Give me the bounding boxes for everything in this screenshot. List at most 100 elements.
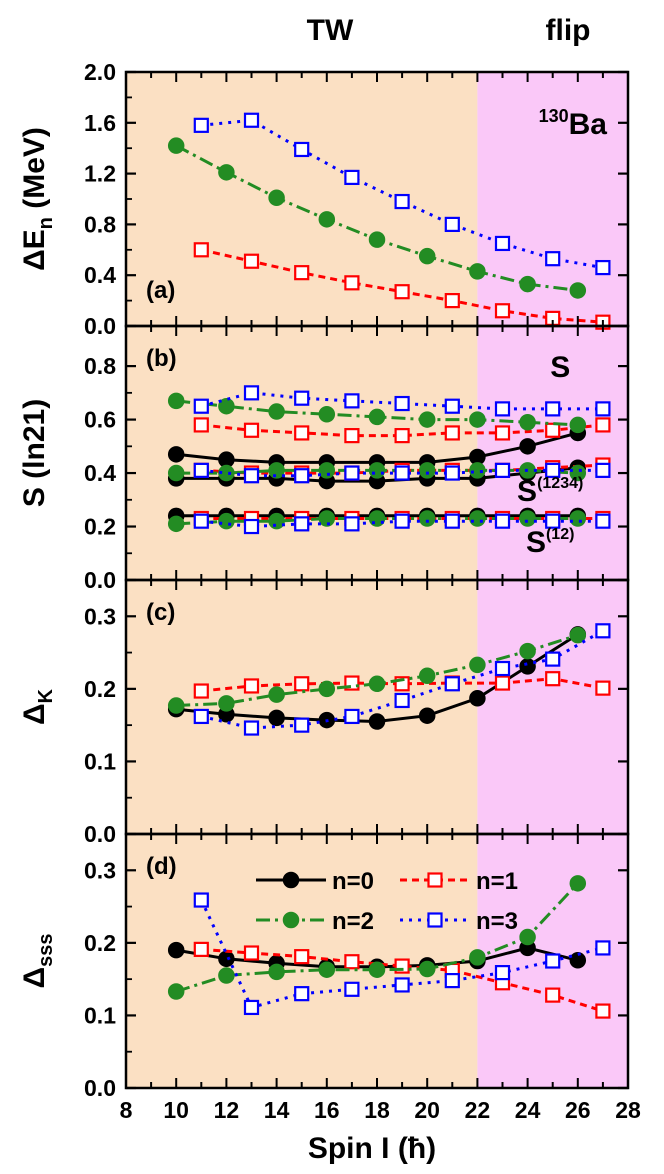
y-tick-label-c: 0.0 bbox=[84, 821, 116, 847]
data-point-d-n2 bbox=[418, 960, 436, 978]
panel-label-d: (d) bbox=[146, 853, 177, 880]
data-point-c-n3 bbox=[344, 708, 360, 725]
y-tick-label-a: 0.8 bbox=[84, 211, 116, 237]
x-tick-label: 18 bbox=[364, 1097, 390, 1123]
y-tick-label-a: 0.0 bbox=[84, 313, 116, 339]
data-point-d-n1 bbox=[294, 949, 310, 965]
data-point-a-n3 bbox=[595, 259, 611, 276]
data-point-b-n3 bbox=[243, 385, 260, 401]
y-tick-label-a: 1.2 bbox=[84, 161, 116, 187]
data-point-b-n3 bbox=[545, 401, 561, 417]
data-point-d-n0 bbox=[167, 941, 185, 959]
data-point-b-n3 bbox=[394, 395, 410, 412]
data-point-a-n3 bbox=[243, 112, 260, 128]
data-point-b-n2 bbox=[167, 515, 185, 533]
data-point-b-n1 bbox=[494, 425, 511, 441]
legend-label-n1: n=1 bbox=[476, 868, 518, 895]
region-tw-b bbox=[126, 326, 478, 580]
legend-marker-n1 bbox=[427, 872, 443, 888]
data-point-b-n1 bbox=[243, 422, 260, 438]
x-tick-label: 10 bbox=[163, 1097, 189, 1123]
x-axis-label: Spin I (ħ) bbox=[308, 1132, 436, 1165]
data-point-b-n3 bbox=[545, 462, 561, 478]
x-tick-label: 24 bbox=[515, 1097, 541, 1123]
data-point-b-n1 bbox=[193, 417, 209, 433]
data-point-b-n3 bbox=[444, 465, 460, 481]
data-point-d-n1 bbox=[545, 987, 561, 1003]
data-point-a-n2 bbox=[469, 263, 486, 280]
data-point-c-n0 bbox=[368, 713, 386, 730]
data-point-b-n1 bbox=[294, 425, 310, 441]
panel-label-b: (b) bbox=[146, 345, 177, 372]
data-point-c-n2 bbox=[368, 675, 386, 693]
data-point-d-n0 bbox=[569, 952, 587, 969]
data-point-d-n1 bbox=[344, 954, 360, 970]
region-tw-a bbox=[126, 72, 478, 326]
data-point-c-n3 bbox=[494, 660, 511, 677]
data-point-b-n3 bbox=[294, 516, 310, 532]
x-tick-label: 20 bbox=[414, 1097, 440, 1123]
data-point-b-n2 bbox=[318, 510, 336, 527]
data-point-c-n2 bbox=[318, 680, 336, 698]
legend-marker-n3 bbox=[427, 912, 443, 928]
data-point-a-n2 bbox=[519, 275, 536, 293]
data-point-a-n2 bbox=[418, 247, 436, 265]
data-point-a-n1 bbox=[444, 293, 460, 309]
y-tick-label-a: 2.0 bbox=[84, 59, 116, 85]
data-point-b-n2 bbox=[167, 392, 185, 410]
data-point-b-n2 bbox=[268, 403, 285, 420]
data-point-b-n2 bbox=[418, 510, 436, 527]
data-point-b-n2 bbox=[569, 416, 587, 434]
data-point-b-n3 bbox=[344, 516, 360, 532]
annotation-b: S bbox=[550, 351, 570, 384]
data-point-b-n2 bbox=[167, 464, 185, 482]
data-point-d-n3 bbox=[494, 965, 511, 981]
data-point-b-n3 bbox=[595, 513, 611, 529]
y-tick-label-d: 0.2 bbox=[84, 930, 116, 956]
data-point-d-n2 bbox=[318, 961, 336, 978]
region-label-tw: TW bbox=[307, 14, 354, 47]
data-point-c-n3 bbox=[243, 720, 260, 736]
y-axis-label-c: ΔK bbox=[18, 688, 57, 725]
data-point-b-n1 bbox=[444, 425, 460, 441]
data-point-c-n2 bbox=[569, 626, 587, 644]
data-point-b-n1 bbox=[545, 422, 561, 438]
data-point-b-n3 bbox=[344, 465, 360, 481]
y-tick-label-a: 0.4 bbox=[84, 262, 116, 288]
data-point-b-n2 bbox=[469, 510, 486, 527]
series-line-d-n1 bbox=[201, 947, 604, 1013]
data-point-d-n2 bbox=[569, 875, 587, 892]
data-point-a-n3 bbox=[444, 216, 460, 232]
data-point-b-n2 bbox=[268, 512, 285, 530]
data-point-b-n3 bbox=[294, 468, 310, 484]
data-point-b-n3 bbox=[243, 518, 260, 535]
data-point-c-n3 bbox=[294, 717, 310, 733]
data-point-d-n2 bbox=[268, 963, 285, 981]
data-point-b-n3 bbox=[545, 513, 561, 529]
background-regions bbox=[126, 72, 628, 1088]
plot-lines-layer bbox=[167, 112, 611, 1019]
x-tick-label: 12 bbox=[214, 1097, 240, 1123]
data-point-a-n1 bbox=[344, 275, 360, 291]
axes-frames bbox=[124, 70, 630, 1090]
y-tick-label-b: 0.2 bbox=[84, 514, 116, 540]
data-point-b-n2 bbox=[218, 512, 235, 530]
data-point-c-n3 bbox=[444, 676, 460, 692]
legend-marker-n2 bbox=[282, 911, 300, 929]
data-point-c-n3 bbox=[193, 708, 209, 725]
series-line-c-n3 bbox=[200, 629, 604, 730]
data-point-b-n2 bbox=[318, 462, 336, 479]
data-point-b-n3 bbox=[494, 513, 511, 529]
data-point-c-n0 bbox=[469, 690, 486, 707]
data-point-d-n3 bbox=[394, 977, 410, 993]
data-point-b-n2 bbox=[418, 411, 436, 428]
y-axis-label-a: ΔEn (MeV) bbox=[18, 127, 57, 271]
data-point-b-n2 bbox=[368, 462, 386, 479]
data-point-d-n1 bbox=[595, 1003, 611, 1019]
data-point-a-n3 bbox=[344, 169, 360, 186]
data-point-b-n3 bbox=[595, 462, 611, 478]
y-tick-label-c: 0.1 bbox=[84, 748, 116, 774]
annotation-b: S(1234) bbox=[517, 475, 583, 508]
data-point-c-n1 bbox=[545, 671, 561, 687]
y-tick-label-b: 0.8 bbox=[84, 353, 116, 379]
